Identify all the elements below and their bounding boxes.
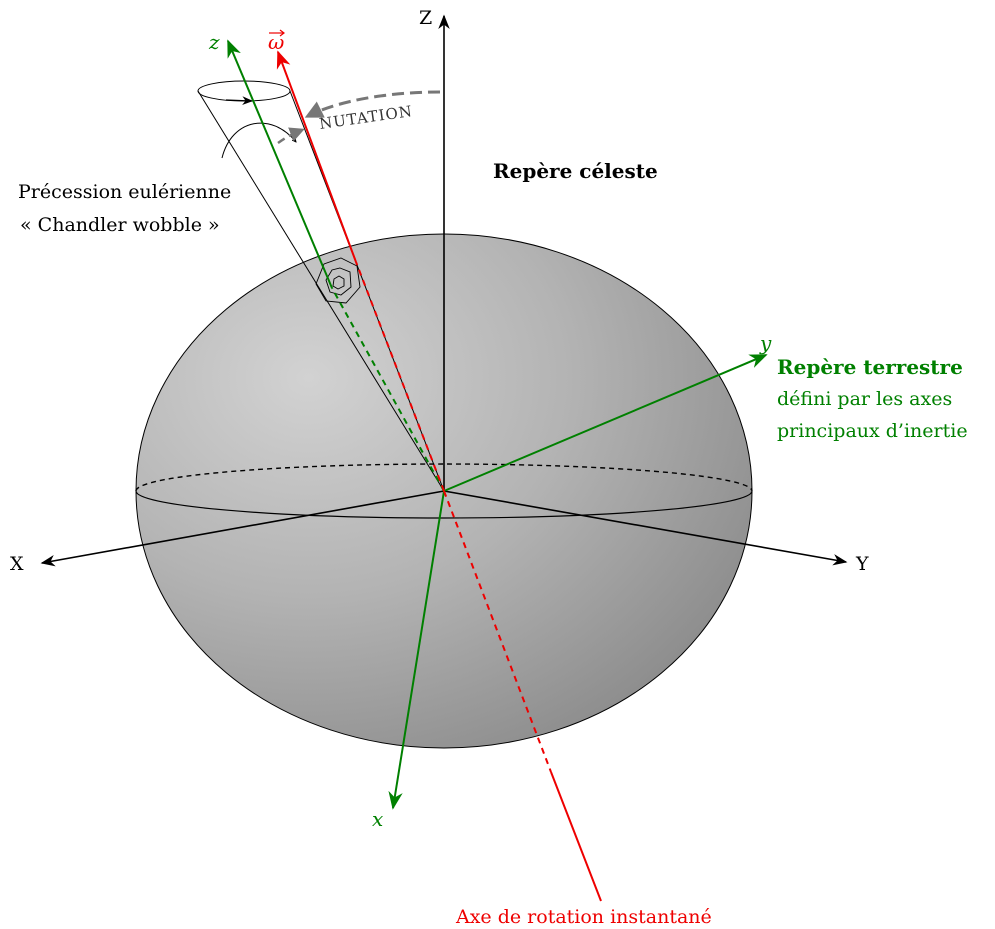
nutation-arrow-upper-icon (304, 90, 441, 118)
earth-frame-line2: principaux d’inertie (777, 420, 968, 442)
precession-arrow-icon (221, 122, 297, 159)
precession-label-line2: « Chandler wobble » (20, 214, 220, 236)
label-Y: Y (855, 553, 869, 575)
label-Z: Z (419, 7, 432, 29)
axis-Y-line (443, 490, 848, 566)
label-X: X (10, 553, 24, 575)
axis-z-inside (331, 287, 445, 492)
cone-rotation-arrow-icon (225, 96, 254, 105)
celestial-frame-label: Repère céleste (493, 159, 658, 183)
axis-X-line (40, 490, 445, 567)
cone-top-ellipse (197, 80, 291, 102)
label-y: y (759, 331, 772, 355)
cone-left-edge (197, 90, 445, 492)
axis-z-outside (227, 39, 333, 289)
axis-x-line (388, 490, 445, 810)
earth-frame-title: Repère terrestre (777, 355, 963, 379)
precession-label-line1: Précession eulérienne (18, 181, 231, 203)
equator-back (135, 463, 753, 492)
nutation-arrow-lower-icon (277, 127, 305, 145)
rotation-axis-label: Axe de rotation instantané (455, 906, 712, 928)
equator-front (135, 490, 753, 519)
label-z: z (208, 30, 220, 54)
rotation-axis-south-solid (550, 771, 602, 902)
omega-label: ω (268, 29, 285, 54)
omega-inside (355, 261, 445, 492)
label-x: x (372, 807, 383, 831)
axis-y-line (443, 354, 768, 492)
omega-outside (276, 50, 357, 263)
earth-frame-line1: défini par les axes (777, 388, 952, 410)
